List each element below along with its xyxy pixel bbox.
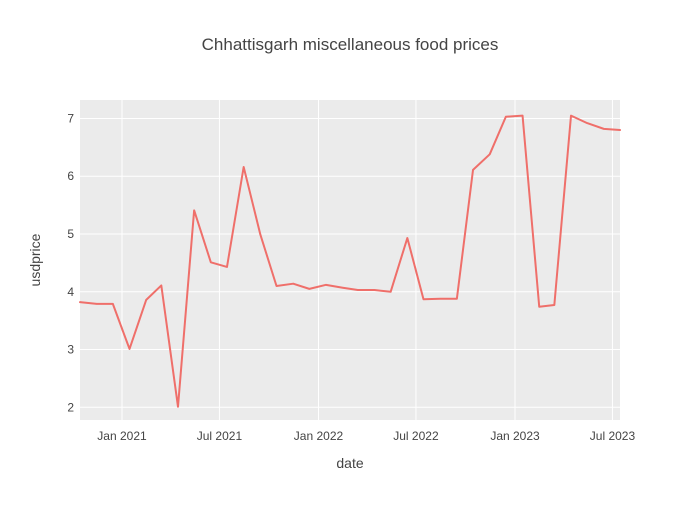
data-point [601, 126, 607, 132]
data-point [420, 296, 426, 302]
y-tick-label: 5 [67, 227, 74, 241]
data-point [143, 297, 149, 303]
y-tick-label: 7 [67, 111, 74, 125]
data-point [175, 404, 181, 410]
data-point [487, 151, 493, 157]
data-point [404, 235, 410, 241]
data-point [191, 207, 197, 213]
data-point [306, 286, 312, 292]
data-point [158, 282, 164, 288]
data-point [551, 302, 557, 308]
x-tick-label: Jul 2022 [393, 429, 439, 443]
data-point [340, 285, 346, 291]
x-axis-label: date [336, 455, 363, 471]
data-point [127, 346, 133, 352]
data-point [503, 114, 509, 120]
data-point [520, 113, 526, 119]
data-point [274, 283, 280, 289]
y-tick-label: 3 [67, 343, 74, 357]
data-point [224, 264, 230, 270]
data-point [372, 287, 378, 293]
data-point [568, 113, 574, 119]
y-tick-label: 4 [67, 285, 74, 299]
data-point [208, 259, 214, 265]
gridlines [80, 100, 620, 420]
data-point [584, 120, 590, 126]
chart-title: Chhattisgarh miscellaneous food prices [202, 35, 499, 54]
data-point [110, 301, 116, 307]
data-point [355, 287, 361, 293]
data-point [437, 296, 443, 302]
plot-area [80, 100, 620, 420]
data-point [388, 289, 394, 295]
data-point [470, 167, 476, 173]
axes: 2 3 4 5 6 7 Jan 2021 Jul 2021 Jan 2022 Jul 2022 Ja… [67, 111, 635, 443]
x-tick-label: Jul 2023 [590, 429, 636, 443]
y-axis-label: usdprice [27, 233, 43, 286]
data-point [290, 281, 296, 287]
x-tick-label: Jul 2021 [197, 429, 243, 443]
data-point [454, 296, 460, 302]
data-point [323, 282, 329, 288]
data-point [536, 304, 542, 310]
series-line [79, 114, 621, 408]
y-tick-label: 6 [67, 169, 74, 183]
data-point [257, 232, 263, 238]
data-point [77, 299, 83, 305]
data-point [617, 127, 623, 133]
data-point [241, 164, 247, 170]
x-tick-label: Jan 2023 [490, 429, 540, 443]
data-point [94, 301, 100, 307]
x-tick-label: Jan 2022 [294, 429, 344, 443]
series-layer [77, 113, 623, 410]
y-tick-label: 2 [67, 400, 74, 414]
x-tick-label: Jan 2021 [97, 429, 147, 443]
